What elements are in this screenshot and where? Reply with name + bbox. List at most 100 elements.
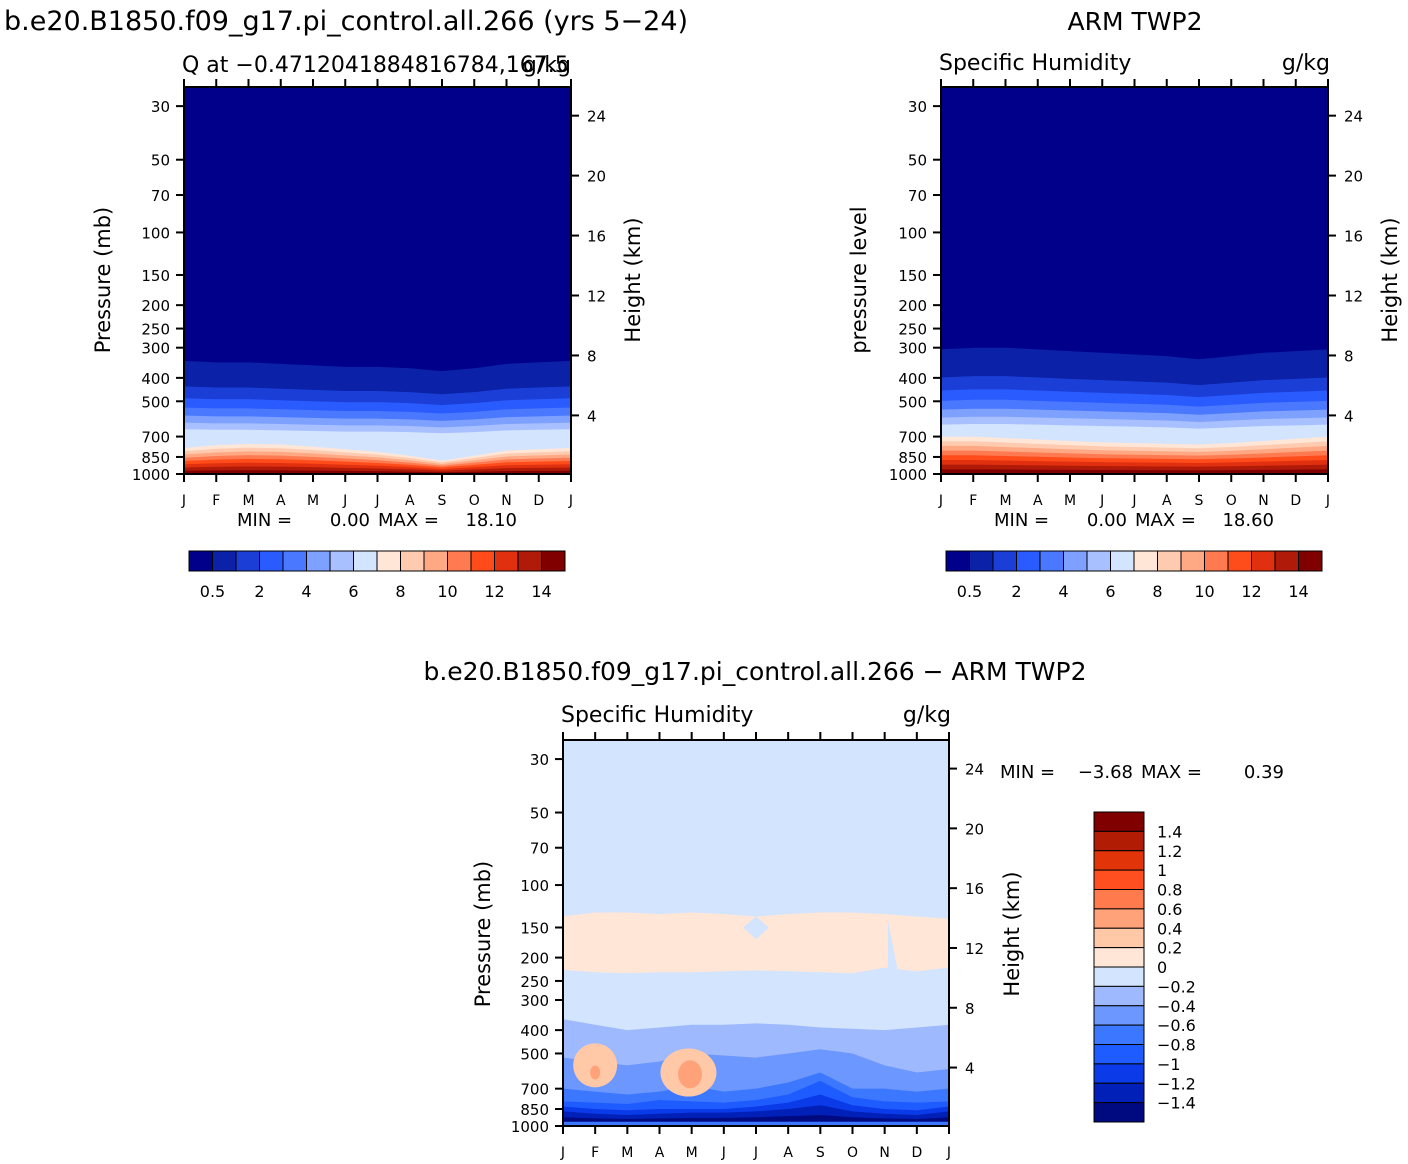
colorbar-box — [423, 550, 448, 572]
obs-min-label: MIN = — [994, 510, 1049, 531]
model-min-value: 0.00 — [330, 510, 370, 531]
x-tick-label: J — [568, 493, 573, 509]
x-tick-label: N — [501, 493, 511, 509]
contour-band — [678, 1060, 703, 1089]
colorbar-box — [400, 550, 425, 572]
x-tick-label: M — [999, 493, 1011, 509]
x-tick-label: M — [621, 1145, 633, 1161]
y-tick-label: 200 — [141, 297, 170, 315]
colorbar-label: 0 — [1157, 958, 1167, 977]
colorbar-box — [1110, 550, 1135, 572]
x-tick-label: F — [969, 493, 977, 509]
colorbar-box — [992, 550, 1017, 572]
obs-units: g/kg — [1282, 51, 1330, 76]
y-tick-label: 400 — [520, 1022, 549, 1040]
colorbar-box — [1093, 889, 1145, 910]
colorbar-label: 12 — [1241, 582, 1261, 601]
y2-tick-label: 16 — [965, 880, 984, 898]
y-tick-label: 150 — [898, 267, 927, 285]
diff-min-label: MIN = — [1000, 762, 1055, 783]
colorbar-box — [1093, 966, 1145, 987]
obs-subtitle: Specific Humidity — [939, 51, 1131, 76]
model-subtitle: Q at −0.4712041884816784,167.5 — [182, 53, 569, 78]
colorbar-box — [1133, 550, 1158, 572]
x-tick-label: J — [560, 1145, 565, 1161]
model-y2label: Height (km) — [621, 217, 645, 342]
x-tick-label: M — [307, 493, 319, 509]
colorbar-box — [1180, 550, 1205, 572]
x-tick-label: J — [1325, 493, 1330, 509]
obs-max-value: 18.60 — [1222, 510, 1274, 531]
x-tick-label: A — [783, 1145, 793, 1161]
colorbar-box — [329, 550, 354, 572]
colorbar-box — [470, 550, 495, 572]
contour-band — [573, 1043, 618, 1088]
y-tick-label: 700 — [141, 429, 170, 447]
x-tick-label: J — [374, 493, 379, 509]
y-tick-label: 500 — [898, 393, 927, 411]
obs-contour-plot — [941, 87, 1328, 474]
colorbar-box — [1093, 1044, 1145, 1065]
contour-band — [563, 912, 949, 974]
colorbar-label: 14 — [1288, 582, 1308, 601]
colorbar-label: −0.2 — [1157, 977, 1196, 996]
colorbar-box — [945, 550, 970, 572]
contour-band — [590, 1065, 601, 1080]
x-tick-label: A — [655, 1145, 665, 1161]
colorbar-box — [376, 550, 401, 572]
y2-tick-label: 24 — [587, 108, 606, 126]
colorbar-box — [1157, 550, 1182, 572]
x-tick-label: S — [816, 1145, 825, 1161]
x-tick-label: D — [911, 1145, 922, 1161]
x-tick-label: N — [1258, 493, 1268, 509]
colorbar-box — [282, 550, 307, 572]
diff-y2label: Height (km) — [1000, 871, 1024, 996]
x-tick-label: F — [212, 493, 220, 509]
colorbar-box — [1093, 1005, 1145, 1026]
y-tick-label: 100 — [520, 877, 549, 895]
colorbar-box — [1039, 550, 1064, 572]
colorbar-box — [1093, 1063, 1145, 1084]
model-colorbar: 0.5 2 4 6 8 10 12 14 — [188, 550, 566, 601]
y-tick-label: 30 — [151, 98, 170, 116]
colorbar-label: 0.5 — [200, 582, 225, 601]
y2-tick-label: 12 — [587, 288, 606, 306]
diff-max-value: 0.39 — [1244, 762, 1284, 783]
y2-tick-label: 12 — [1344, 288, 1363, 306]
colorbar-box — [259, 550, 284, 572]
colorbar-box — [353, 550, 378, 572]
y-tick-label: 30 — [908, 98, 927, 116]
colorbar-label: −0.6 — [1157, 1016, 1196, 1035]
y-tick-label: 70 — [151, 187, 170, 205]
y-tick-label: 100 — [141, 224, 170, 242]
obs-top-title: ARM TWP2 — [1068, 7, 1203, 36]
contour-band — [563, 1121, 949, 1126]
colorbar-label: −1.2 — [1157, 1074, 1196, 1093]
y-tick-label: 300 — [141, 340, 170, 358]
colorbar-label: 0.8 — [1157, 881, 1182, 900]
colorbar-label: 1.4 — [1157, 822, 1182, 841]
y-tick-label: 200 — [520, 950, 549, 968]
colorbar-label: 4 — [1058, 582, 1068, 601]
y2-tick-label: 4 — [587, 407, 597, 425]
colorbar-box — [1093, 869, 1145, 890]
colorbar-box — [1274, 550, 1299, 572]
diff-contour-plot — [563, 740, 949, 1126]
y2-tick-label: 20 — [587, 168, 606, 186]
diff-panel: 3050701001502002503004005007008501000481… — [471, 703, 1284, 1161]
obs-colorbar: 0.5 2 4 6 8 10 12 14 — [945, 550, 1323, 601]
x-tick-label: A — [1162, 493, 1172, 509]
colorbar-label: 12 — [484, 582, 504, 601]
colorbar-box — [447, 550, 472, 572]
colorbar-label: 0.4 — [1157, 919, 1182, 938]
colorbar-box — [212, 550, 237, 572]
y2-tick-label: 24 — [1344, 108, 1363, 126]
colorbar-box — [1093, 947, 1145, 968]
x-tick-label: N — [879, 1145, 889, 1161]
x-tick-label: O — [1226, 493, 1237, 509]
